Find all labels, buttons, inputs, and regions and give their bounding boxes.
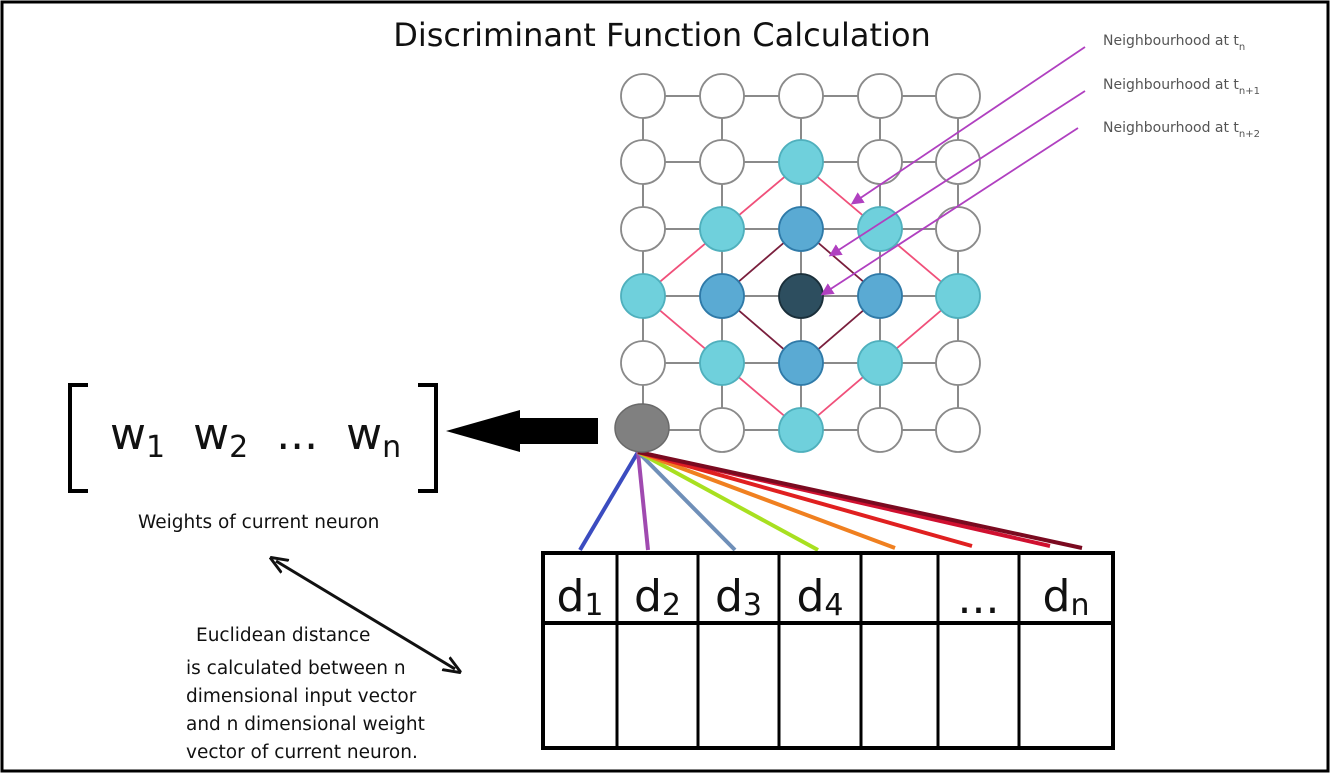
- input-cell-sub-4: 4: [824, 588, 843, 623]
- som-node-outer-neighbour: [935, 273, 981, 319]
- som-node-inner-neighbour: [699, 273, 745, 319]
- neighbourhood-label-2-sub: n+1: [1239, 86, 1260, 97]
- input-cell-label-7: dn: [1043, 571, 1090, 623]
- current-neuron: [614, 403, 670, 453]
- right-bracket: [418, 383, 438, 493]
- weight-term-1-sub: 1: [146, 430, 165, 465]
- som-node: [857, 139, 903, 185]
- input-connection-line: [637, 450, 896, 550]
- input-cell-label-6: ...: [958, 573, 1000, 624]
- input-cell-sub-2: 2: [662, 588, 681, 623]
- som-grid-nodes: [620, 73, 981, 453]
- neighbourhood-label-3: Neighbourhood at tn+2: [1103, 120, 1260, 140]
- weights-vector: w1 w2 ... wn: [68, 383, 438, 493]
- input-cell-label-4: d4: [796, 571, 843, 623]
- som-node-outer-neighbour: [857, 340, 903, 386]
- neighbourhood-pointer-1: [850, 46, 1086, 205]
- svg-text:Neighbourhood at tn: Neighbourhood at tn: [1103, 33, 1245, 53]
- distance-line-3: dimensional input vector: [186, 686, 417, 707]
- som-node: [699, 407, 745, 453]
- som-node: [699, 139, 745, 185]
- som-node: [935, 73, 981, 119]
- som-node: [620, 73, 666, 119]
- weight-term-4: w: [346, 409, 382, 460]
- som-node-outer-neighbour: [857, 206, 903, 252]
- input-connection-line: [637, 450, 1083, 550]
- input-cell-label-3: d3: [715, 571, 762, 623]
- distance-line-2: is calculated between n: [186, 658, 406, 679]
- neighbourhood-pointer-3: [820, 127, 1079, 296]
- neighbourhood-label-3-text: Neighbourhood at t: [1103, 120, 1239, 136]
- som-node: [935, 139, 981, 185]
- neighbourhood-label-1-text: Neighbourhood at t: [1103, 33, 1239, 49]
- input-cell-base-1: d: [556, 571, 584, 622]
- distance-explanation: Euclidean distance is calculated between…: [186, 625, 425, 763]
- input-cell-label-2: d2: [634, 571, 681, 623]
- input-connection-line: [637, 450, 973, 548]
- som-node-outer-neighbour: [699, 340, 745, 386]
- weight-term-3: ...: [276, 409, 318, 460]
- weight-term-1: w: [110, 409, 146, 460]
- input-cell-base-3: d: [715, 571, 743, 622]
- input-connection-line: [636, 451, 650, 551]
- neighbourhood-label-1-sub: n: [1239, 42, 1245, 53]
- input-cell-base-2: d: [634, 571, 662, 622]
- left-bracket: [68, 383, 88, 493]
- som-node-inner-neighbour: [778, 206, 824, 252]
- weights-caption: Weights of current neuron: [138, 512, 379, 533]
- som-node-inner-neighbour: [778, 340, 824, 386]
- input-cell-base-7: d: [1043, 571, 1071, 622]
- som-node-outer-neighbour: [620, 273, 666, 319]
- distance-line-1: Euclidean distance: [196, 625, 370, 646]
- som-node: [620, 206, 666, 252]
- som-node: [935, 206, 981, 252]
- som-node-inner-neighbour: [857, 273, 903, 319]
- weight-term-2-sub: 2: [229, 430, 248, 465]
- best-matching-unit: [778, 273, 824, 319]
- som-node: [620, 340, 666, 386]
- som-node: [935, 407, 981, 453]
- distance-line-4: and n dimensional weight: [186, 714, 425, 735]
- svg-text:w1 w2 ... wn: w1 w2 ... wn: [110, 409, 401, 468]
- distance-line-5: vector of current neuron.: [186, 742, 418, 763]
- som-node: [935, 340, 981, 386]
- neighbourhood-label-2-text: Neighbourhood at t: [1103, 77, 1239, 93]
- som-node-outer-neighbour: [778, 407, 824, 453]
- weight-term-4-sub: n: [382, 430, 401, 465]
- neighbourhood-label-3-sub: n+2: [1239, 129, 1260, 140]
- input-cell-base-6: ...: [958, 573, 1000, 624]
- input-cell-sub-7: n: [1070, 588, 1089, 623]
- som-node: [699, 73, 745, 119]
- neighbourhood-label-2: Neighbourhood at tn+1: [1103, 77, 1260, 97]
- som-node-outer-neighbour: [699, 206, 745, 252]
- neighbourhood-label-1: Neighbourhood at tn: [1103, 33, 1245, 53]
- neighbourhood-pointer-2: [828, 90, 1086, 257]
- input-cell-base-4: d: [796, 571, 824, 622]
- input-cell-sub-3: 3: [743, 588, 762, 623]
- input-cell-label-1: d1: [556, 571, 603, 623]
- input-connection-line: [578, 450, 640, 552]
- svg-text:Neighbourhood at tn+1: Neighbourhood at tn+1: [1103, 77, 1260, 97]
- som-node: [620, 139, 666, 185]
- input-connection-line: [637, 450, 819, 552]
- weights-arrow: [446, 410, 598, 452]
- input-cell-sub-1: 1: [584, 588, 603, 623]
- input-connections: [578, 450, 1083, 552]
- som-node: [857, 73, 903, 119]
- som-node: [778, 73, 824, 119]
- input-vector-table: d1 d2 d3 d4... dn: [541, 551, 1115, 750]
- svg-text:Neighbourhood at tn+2: Neighbourhood at tn+2: [1103, 120, 1260, 140]
- diagram-title: Discriminant Function Calculation: [393, 16, 931, 54]
- som-node-outer-neighbour: [778, 139, 824, 185]
- input-connection-line: [636, 450, 737, 552]
- som-node: [857, 407, 903, 453]
- weight-term-2: w: [193, 409, 229, 460]
- distance-double-arrow: [276, 561, 455, 669]
